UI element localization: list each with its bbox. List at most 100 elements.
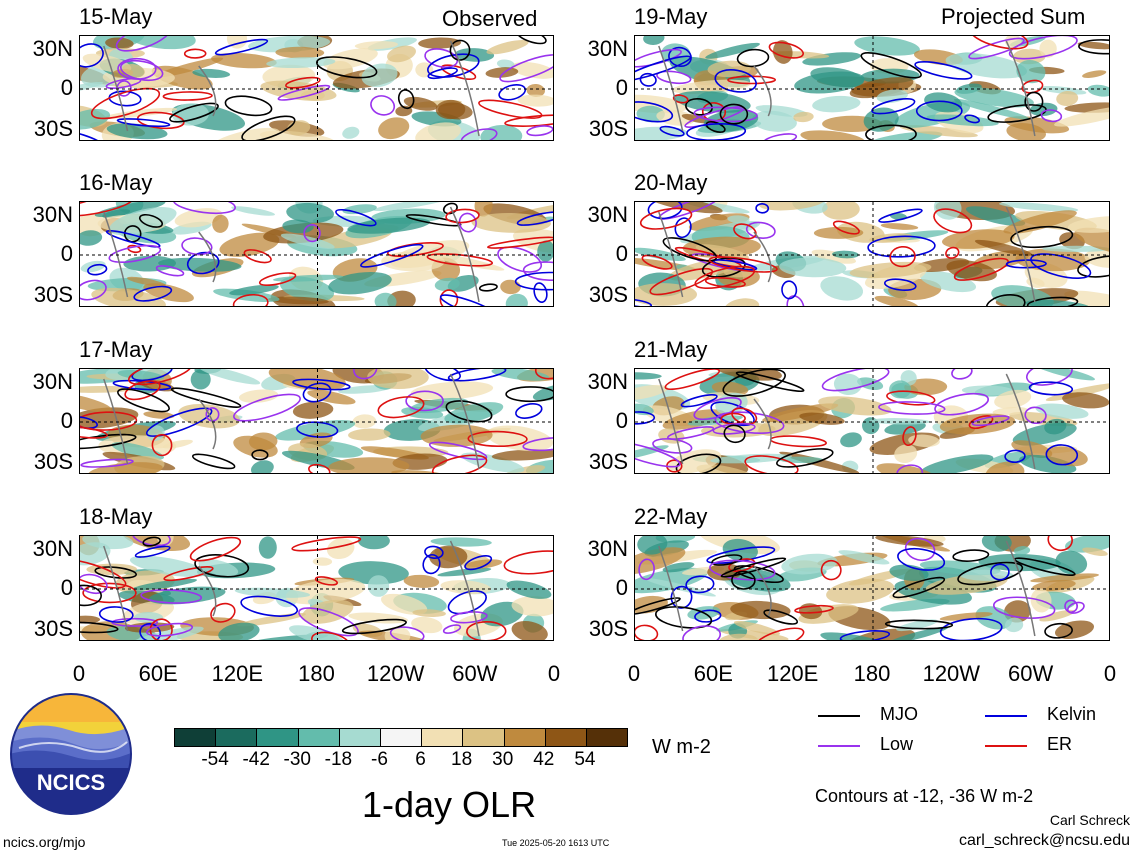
lat-label: 0 [60,575,73,600]
legend-line-mjo [818,715,860,717]
lat-label: 30S [33,616,73,641]
legend-label-low: Low [880,734,914,754]
lon-label: 120W [366,661,425,686]
colorbar-tick-label: -54 [201,749,229,770]
colorbar-swatch [462,729,504,746]
colorbar-tick-label: -42 [242,749,270,770]
olr-map-panel [79,368,554,474]
olr-anomaly-field [635,369,1109,473]
colorbar-tick-label: 54 [574,749,596,770]
ncics-logo: NCICS [9,692,133,816]
olr-map-panel [634,368,1110,474]
lat-label: 30S [33,116,73,141]
observed-header: Observed [442,6,538,31]
lat-label: 30S [588,282,628,307]
panel-date: 18-May [79,504,153,529]
olr-map-panel [79,535,554,641]
colorbar-swatch [175,729,216,746]
colorbar-tick-label: 6 [415,749,426,770]
lat-label: 0 [60,75,73,100]
olr-anomaly-field [80,36,553,140]
lon-label: 180 [853,661,891,686]
colorbar-tick-label: 42 [533,749,555,770]
lat-label: 30N [587,202,628,227]
panel-date: 20-May [634,170,708,195]
lat-label: 0 [615,408,628,433]
lon-label: 0 [547,661,561,686]
olr-anomaly-field [635,36,1109,140]
lat-label: 0 [60,408,73,433]
lat-label: 0 [615,575,628,600]
colorbar-swatch [379,729,422,746]
lon-label: 120E [211,661,264,686]
panel-date: 19-May [634,4,708,29]
panel-date: 22-May [634,504,708,529]
chart-title: 1-day OLR [362,784,537,825]
panel-date: 17-May [79,337,153,362]
lon-label: 120W [922,661,981,686]
panel-date: 21-May [634,337,708,362]
olr-anomaly-field [80,369,553,473]
legend-line-er [985,745,1027,747]
colorbar-swatch [585,729,628,746]
colorbar-tick-label: -30 [283,749,311,770]
lat-label: 30N [587,36,628,61]
panel-date: 15-May [79,4,153,29]
lat-label: 30S [588,449,628,474]
colorbar-swatch [544,729,586,746]
colorbar-swatch [421,729,463,746]
projected-header: Projected Sum [941,4,1086,29]
lat-label: 30N [32,536,73,561]
email: carl_schreck@ncsu.edu [959,832,1130,849]
olr-map-panel [634,201,1110,307]
lat-label: 30N [32,369,73,394]
ncics-logo-icon: NCICS [10,693,132,815]
legend-line-kelvin [985,715,1027,717]
lon-label: 180 [298,661,335,686]
colorbar-tick-label: 30 [492,749,514,770]
olr-anomaly-field [635,202,1109,306]
legend-line-low [818,745,860,747]
legend-label-kelvin: Kelvin [1047,704,1097,724]
lon-label: 0 [1103,661,1117,686]
lat-label: 0 [60,241,73,266]
colorbar-swatch [256,729,298,746]
lat-label: 30S [33,282,73,307]
lon-label: 60E [138,661,178,686]
colorbar-swatch [297,729,339,746]
lat-label: 30S [33,449,73,474]
lat-label: 30N [587,536,628,561]
timestamp: Tue 2025-05-20 1613 UTC [502,838,610,848]
colorbar-swatch [215,729,257,746]
panel-date: 16-May [79,170,153,195]
olr-anomaly-field [80,536,553,640]
olr-map-panel [79,35,554,141]
lat-label: 30S [588,616,628,641]
lon-label: 60E [693,661,733,686]
colorbar-tick-label: -18 [324,749,353,770]
olr-map-panel [634,535,1110,641]
legend-label-er: ER [1047,734,1073,754]
olr-anomaly-field [635,536,1109,640]
author: Carl Schreck [1049,812,1130,828]
lat-label: 30N [587,369,628,394]
svg-text:NCICS: NCICS [37,770,105,795]
lon-label: 0 [627,661,641,686]
colorbar-swatch [338,729,380,746]
site-link[interactable]: ncics.org/mjo [3,834,86,850]
lon-label: 60W [1008,661,1054,686]
olr-map-panel [79,201,554,307]
lat-label: 30N [32,202,73,227]
lon-label: 60W [452,661,498,686]
colorbar [174,728,628,747]
lat-label: 30N [32,36,73,61]
lat-label: 30S [588,116,628,141]
contours-note: Contours at -12, -36 W m-2 [815,786,1034,806]
lat-label: 0 [615,241,628,266]
colorbar-swatch [503,729,545,746]
legend-label-mjo: MJO [880,704,918,724]
lat-label: 0 [615,75,628,100]
units-label: W m-2 [652,736,711,758]
colorbar-tick-label: 18 [451,749,473,770]
olr-anomaly-field [80,202,553,306]
